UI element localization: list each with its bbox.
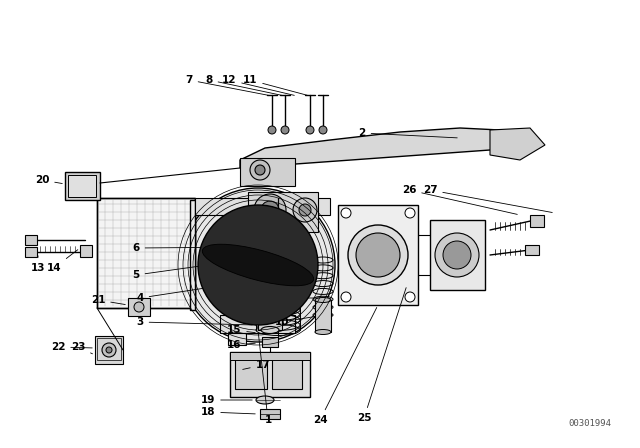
Circle shape bbox=[405, 292, 415, 302]
Bar bbox=[262, 337, 278, 347]
Text: 27: 27 bbox=[422, 185, 552, 212]
Bar bbox=[25, 235, 37, 245]
Text: 14: 14 bbox=[47, 250, 78, 273]
Circle shape bbox=[306, 126, 314, 134]
Text: 11: 11 bbox=[243, 75, 307, 95]
Text: 6: 6 bbox=[132, 243, 260, 253]
Circle shape bbox=[443, 241, 471, 269]
Text: 24: 24 bbox=[313, 307, 377, 425]
Bar bbox=[315, 300, 331, 332]
Circle shape bbox=[293, 198, 317, 222]
Text: 25: 25 bbox=[356, 288, 406, 423]
Ellipse shape bbox=[264, 259, 292, 267]
Polygon shape bbox=[338, 205, 418, 305]
Circle shape bbox=[250, 160, 270, 180]
Text: 21: 21 bbox=[91, 295, 125, 305]
Bar bbox=[525, 245, 539, 255]
Text: 4: 4 bbox=[136, 280, 255, 303]
Text: 00301994: 00301994 bbox=[568, 418, 611, 427]
Circle shape bbox=[281, 126, 289, 134]
Circle shape bbox=[198, 205, 318, 325]
Polygon shape bbox=[240, 128, 510, 168]
Circle shape bbox=[405, 208, 415, 218]
Circle shape bbox=[341, 208, 351, 218]
Bar bbox=[97, 338, 121, 360]
Text: 19: 19 bbox=[201, 395, 252, 405]
Text: 16: 16 bbox=[227, 340, 255, 350]
Text: 2: 2 bbox=[358, 128, 457, 138]
Bar bbox=[258, 315, 282, 330]
Bar bbox=[25, 247, 37, 257]
Circle shape bbox=[261, 201, 279, 219]
Ellipse shape bbox=[261, 327, 279, 333]
Bar bbox=[272, 357, 302, 389]
Text: 26: 26 bbox=[402, 185, 517, 215]
Text: 20: 20 bbox=[35, 175, 62, 185]
Circle shape bbox=[181, 188, 335, 342]
Circle shape bbox=[106, 347, 112, 353]
Ellipse shape bbox=[264, 281, 292, 289]
Ellipse shape bbox=[258, 311, 282, 319]
Text: 23: 23 bbox=[71, 342, 93, 354]
Bar bbox=[248, 192, 318, 232]
Circle shape bbox=[319, 126, 327, 134]
Circle shape bbox=[435, 233, 479, 277]
Text: 12: 12 bbox=[221, 75, 294, 95]
Text: 18: 18 bbox=[201, 407, 255, 417]
Ellipse shape bbox=[267, 252, 289, 258]
Circle shape bbox=[255, 165, 265, 175]
Circle shape bbox=[254, 194, 286, 226]
Bar bbox=[260, 409, 280, 419]
Bar bbox=[235, 357, 267, 389]
Circle shape bbox=[356, 233, 400, 277]
Circle shape bbox=[341, 292, 351, 302]
Bar bbox=[68, 175, 96, 197]
Bar bbox=[530, 215, 544, 227]
Text: 5: 5 bbox=[132, 258, 255, 280]
Ellipse shape bbox=[264, 240, 292, 248]
Bar bbox=[228, 333, 246, 345]
Text: 15: 15 bbox=[227, 325, 255, 335]
Text: 10: 10 bbox=[275, 316, 316, 327]
Ellipse shape bbox=[260, 250, 296, 260]
Polygon shape bbox=[97, 198, 195, 308]
Circle shape bbox=[348, 225, 408, 285]
Circle shape bbox=[102, 343, 116, 357]
Circle shape bbox=[134, 302, 144, 312]
Text: 7: 7 bbox=[186, 75, 269, 95]
Polygon shape bbox=[195, 198, 330, 215]
Polygon shape bbox=[490, 128, 545, 160]
Ellipse shape bbox=[256, 396, 274, 404]
Bar bbox=[95, 336, 123, 364]
Bar bbox=[80, 245, 92, 257]
Bar bbox=[230, 352, 310, 360]
Bar bbox=[240, 158, 295, 186]
Ellipse shape bbox=[315, 329, 331, 335]
Polygon shape bbox=[430, 220, 485, 290]
Text: 22: 22 bbox=[51, 342, 92, 352]
Bar bbox=[128, 298, 150, 316]
Bar bbox=[264, 263, 292, 285]
Text: 17: 17 bbox=[243, 360, 270, 370]
Text: 3: 3 bbox=[136, 317, 252, 327]
Text: 1: 1 bbox=[259, 333, 271, 425]
Bar bbox=[220, 315, 295, 333]
Polygon shape bbox=[190, 200, 195, 310]
Ellipse shape bbox=[202, 244, 314, 286]
Bar bbox=[230, 352, 310, 397]
Text: 13: 13 bbox=[31, 256, 45, 273]
Ellipse shape bbox=[315, 297, 331, 302]
Circle shape bbox=[299, 204, 311, 216]
Circle shape bbox=[268, 126, 276, 134]
Bar bbox=[65, 172, 100, 200]
Text: 9: 9 bbox=[278, 293, 318, 303]
Text: 8: 8 bbox=[205, 75, 282, 95]
